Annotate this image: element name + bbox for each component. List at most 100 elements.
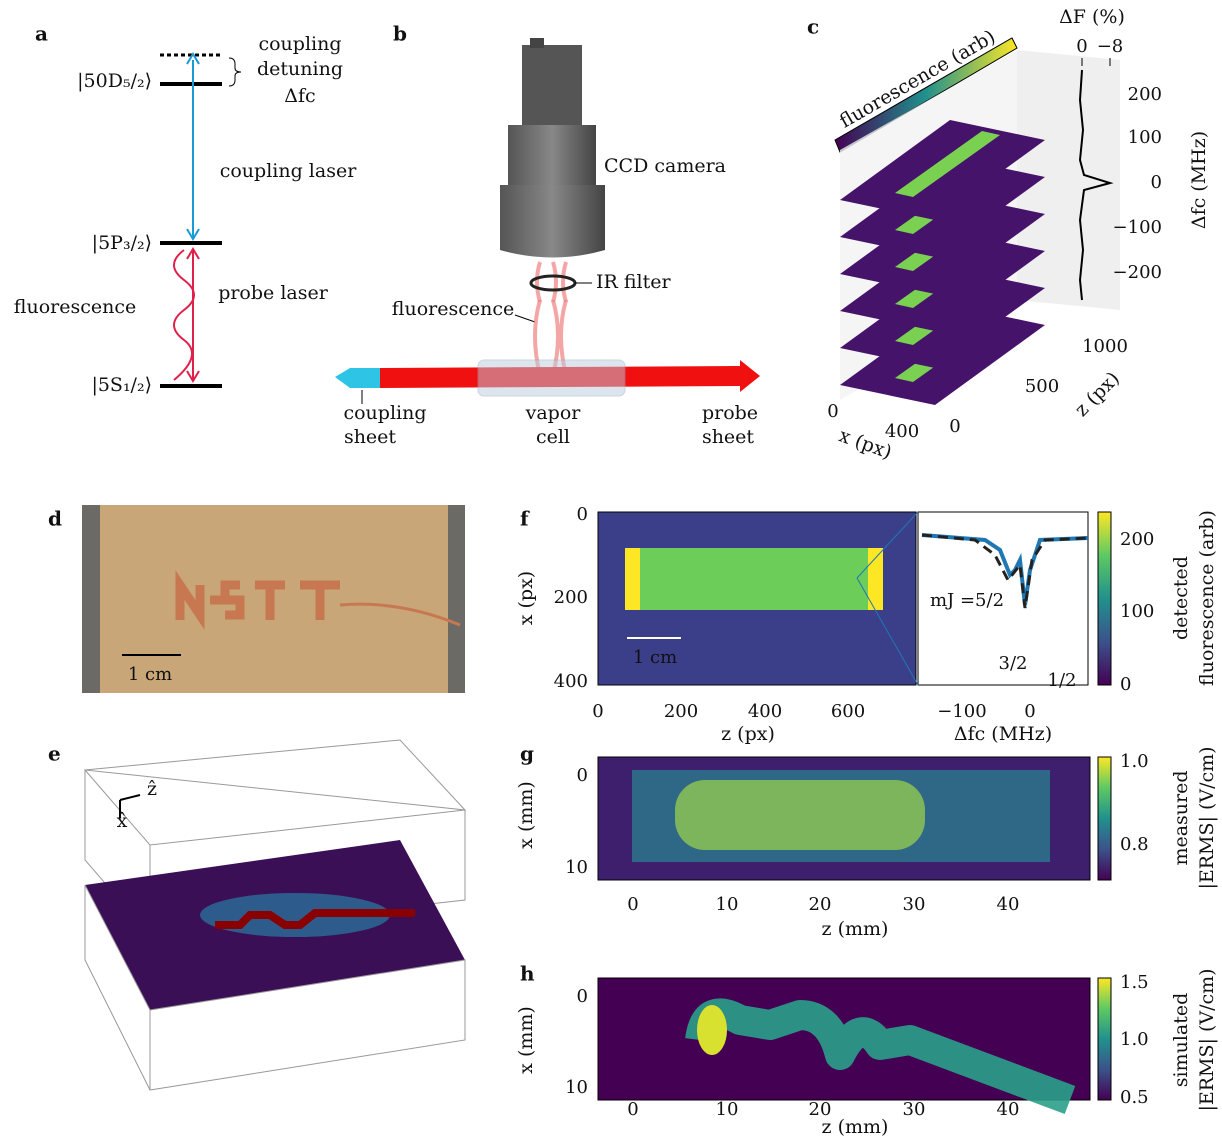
colorbar-label: detected — [1170, 556, 1192, 640]
scale-bar-label: 1 cm — [128, 664, 172, 685]
tick-label: 40 — [997, 894, 1020, 915]
annotation: fluorescence — [14, 296, 136, 318]
axis-label: ẑ — [147, 778, 157, 800]
colorbar-label: fluorescence (arb) — [1196, 510, 1218, 686]
tick-label: 400 — [554, 671, 588, 692]
tick-label: 0 — [627, 1099, 638, 1120]
inset-label: mJ =5/2 — [930, 590, 1004, 611]
tick-label: 0 — [1151, 172, 1162, 193]
tick-label: 0 — [1024, 701, 1035, 722]
tick-label: 0 — [949, 416, 960, 437]
annotation: probe laser — [218, 282, 329, 304]
colorbar-label: |ERMS| (V/cm) — [1196, 746, 1218, 889]
annotation: cell — [536, 426, 570, 448]
panel-label: d — [48, 507, 62, 531]
annotation: CCD camera — [604, 155, 726, 177]
panel-e — [83, 739, 467, 1091]
state-label: |50D₅/₂⟩ — [77, 70, 152, 92]
panel-b — [335, 38, 760, 404]
axis-label: Δfc (MHz) — [954, 723, 1052, 745]
annotation: IR filter — [596, 271, 671, 293]
annotation: probe — [702, 402, 758, 424]
panel-d — [82, 505, 465, 693]
annotation: coupling laser — [220, 160, 357, 182]
panel-label: c — [807, 15, 819, 39]
tick-label: −100 — [937, 701, 986, 722]
tick-label: 10 — [716, 894, 739, 915]
panel-a — [160, 52, 242, 388]
tick-label: 0 — [577, 765, 588, 786]
colorbar-label: measured — [1170, 770, 1192, 865]
tick-label: 1.0 — [1120, 1029, 1149, 1050]
axis-label: Δfc (MHz) — [1188, 131, 1210, 229]
tick-label: 0 — [627, 894, 638, 915]
tick-label: 20 — [809, 894, 832, 915]
tick-label: 0 — [1076, 36, 1087, 57]
axis-label: x̂ — [117, 810, 128, 832]
tick-label: 0 — [827, 401, 838, 422]
tick-label: 400 — [885, 421, 919, 442]
state-label: |5P₃/₂⟩ — [92, 232, 152, 254]
annotation: vapor — [525, 402, 582, 424]
panel-label: a — [35, 22, 48, 46]
annotation: coupling — [343, 402, 426, 424]
colorbar-label: simulated — [1170, 993, 1192, 1088]
axis-label: z (mm) — [822, 1116, 889, 1138]
panel-label: b — [393, 22, 407, 46]
tick-label: 200 — [554, 587, 588, 608]
tick-label: 40 — [997, 1099, 1020, 1120]
annotation: sheet — [702, 426, 754, 448]
panel-label: h — [520, 962, 535, 986]
tick-label: 0 — [1120, 674, 1131, 695]
tick-label: 0.5 — [1120, 1087, 1149, 1108]
colorbar-label: |ERMS| (V/cm) — [1196, 968, 1218, 1111]
panel-label: e — [48, 742, 61, 766]
tick-label: 100 — [1120, 601, 1154, 622]
scale-bar-label: 1 cm — [633, 647, 677, 668]
panel-h — [597, 977, 1112, 1115]
axis-label: z (px) — [721, 723, 775, 745]
tick-label: 0 — [577, 504, 588, 525]
axis-label: x (px) — [515, 571, 537, 625]
tick-label: 10 — [565, 857, 588, 878]
tick-label: 0.8 — [1120, 834, 1149, 855]
tick-label: 400 — [748, 701, 782, 722]
tick-label: 30 — [903, 894, 926, 915]
tick-label: 20 — [809, 1099, 832, 1120]
tick-label: 10 — [716, 1099, 739, 1120]
tick-label: 500 — [1025, 376, 1059, 397]
tick-label: −8 — [1097, 36, 1124, 57]
inset-label: 1/2 — [1048, 670, 1077, 691]
annotation: detuning — [257, 58, 343, 80]
tick-label: 100 — [1128, 127, 1162, 148]
annotation: fluorescence — [392, 298, 514, 320]
axis-label: ΔF (%) — [1059, 6, 1125, 28]
tick-label: 1.5 — [1120, 972, 1149, 993]
annotation: coupling — [258, 33, 341, 55]
tick-label: 200 — [664, 701, 698, 722]
tick-label: 10 — [565, 1077, 588, 1098]
tick-label: 0 — [577, 986, 588, 1007]
panel-f — [597, 511, 1112, 686]
slice-signal — [895, 131, 1000, 197]
axis-label: z (px) — [1071, 368, 1125, 422]
panel-label: g — [520, 742, 534, 766]
axis-label: z (mm) — [822, 918, 889, 940]
tick-label: 1000 — [1082, 336, 1128, 357]
tick-label: 200 — [1120, 529, 1154, 550]
panel-label: f — [520, 507, 530, 531]
tick-label: 0 — [592, 701, 603, 722]
panel-g — [597, 756, 1112, 881]
tick-label: −100 — [1113, 217, 1162, 238]
tick-label: 30 — [903, 1099, 926, 1120]
state-label: |5S₁/₂⟩ — [91, 374, 152, 396]
annotation: sheet — [344, 426, 396, 448]
tick-label: 200 — [1128, 84, 1162, 105]
annotation: Δfc — [284, 85, 315, 107]
tick-label: −200 — [1113, 262, 1162, 283]
tick-label: 1.0 — [1120, 751, 1149, 772]
inset-label: 3/2 — [999, 653, 1028, 674]
panel-c — [834, 37, 1120, 405]
axis-label: x (mm) — [515, 1006, 537, 1074]
